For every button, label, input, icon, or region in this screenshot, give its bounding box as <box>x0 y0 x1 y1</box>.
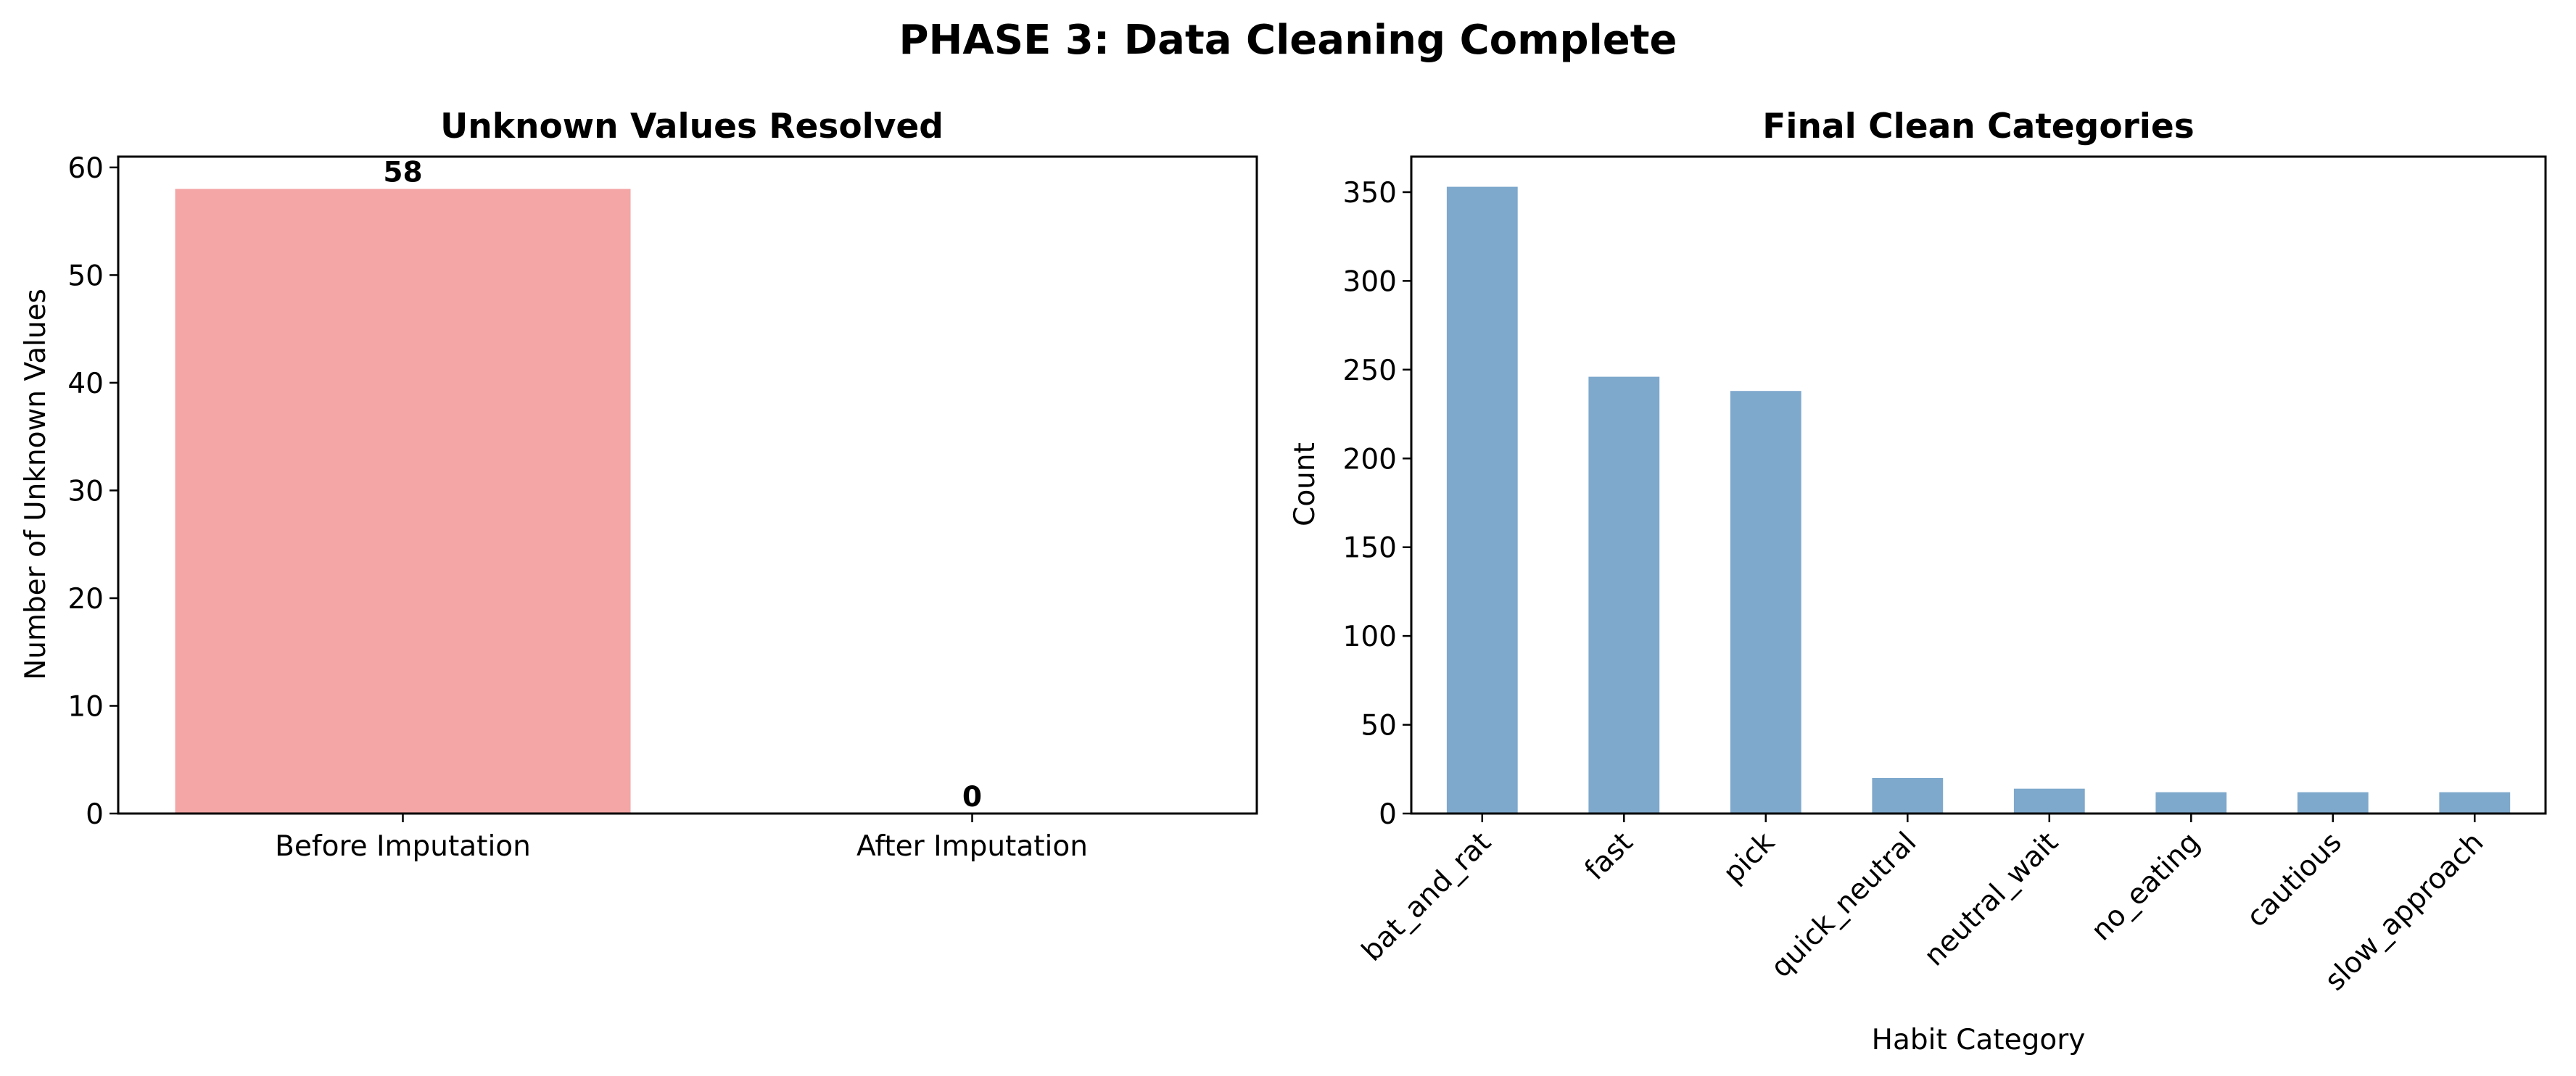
y-tick-label: 20 <box>67 583 104 616</box>
y-tick-label: 0 <box>1379 798 1397 831</box>
chart-title: Unknown Values Resolved <box>440 107 944 146</box>
data-label: 58 <box>383 157 422 189</box>
y-tick-label: 50 <box>1361 710 1397 742</box>
bar-quick-neutral <box>1872 778 1944 814</box>
y-tick-label: 200 <box>1343 443 1397 476</box>
y-tick-label: 40 <box>67 368 104 400</box>
y-tick-label: 30 <box>67 475 104 508</box>
plot-frame <box>117 155 1258 815</box>
plot-frame <box>1410 155 2547 815</box>
y-axis-ticks: 0 10 20 30 40 50 60 <box>67 152 118 831</box>
bars <box>1446 186 2511 814</box>
bar-bat-and-rat <box>1446 186 1518 814</box>
y-tick-label: 150 <box>1343 532 1397 565</box>
x-axis-label: Habit Category <box>1872 1024 2086 1056</box>
chart-title: Final Clean Categories <box>1762 107 2195 146</box>
bar-cautious <box>2297 792 2369 814</box>
y-tick-label: 60 <box>67 152 104 185</box>
figure-title: PHASE 3: Data Cleaning Complete <box>899 17 1677 64</box>
y-tick-label: 10 <box>67 691 104 724</box>
data-label: 0 <box>962 781 982 814</box>
y-tick-label: 50 <box>67 260 104 292</box>
bar-pick <box>1730 391 1801 814</box>
x-axis-ticks: Before Imputation After Imputation <box>275 814 1088 863</box>
x-tick-label: Before Imputation <box>275 830 531 863</box>
y-tick-label: 350 <box>1343 177 1397 210</box>
bar-fast <box>1588 376 1660 814</box>
bar-before-imputation <box>175 189 631 814</box>
bar-no-eating <box>2155 792 2227 814</box>
y-axis-label: Count <box>1289 442 1321 526</box>
y-axis-label: Number of Unknown Values <box>20 289 52 680</box>
x-tick-label: After Imputation <box>856 830 1088 863</box>
y-axis-ticks: 0 50 100 150 200 250 300 350 <box>1343 177 1411 831</box>
bar-neutral-wait <box>2013 788 2085 814</box>
bars <box>175 189 631 814</box>
y-tick-label: 0 <box>86 798 104 831</box>
data-labels: 58 0 <box>383 157 982 814</box>
y-tick-label: 100 <box>1343 621 1397 653</box>
y-tick-label: 250 <box>1343 355 1397 387</box>
bar-slow-approach <box>2439 792 2511 814</box>
y-tick-label: 300 <box>1343 265 1397 298</box>
chart-unknown-values: Unknown Values Resolved Number of Unknow… <box>20 107 1258 863</box>
